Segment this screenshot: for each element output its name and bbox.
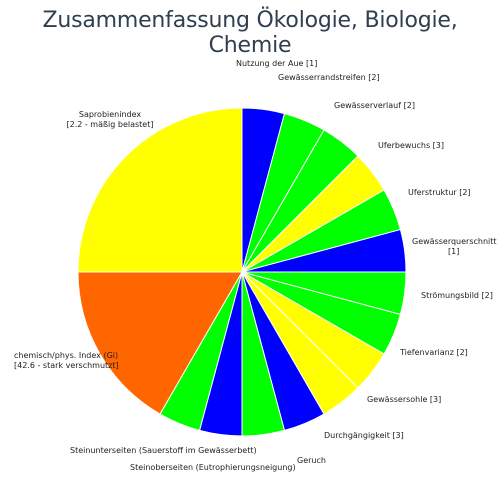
slice-label: chemisch/phys. Index (Gi) [42.6 - stark v… xyxy=(14,351,119,370)
chart-title: Zusammenfassung Ökologie, Biologie, Chem… xyxy=(42,8,458,58)
pie-slice[interactable] xyxy=(77,271,243,415)
pie-slice[interactable] xyxy=(77,107,243,273)
slice-label: Strömungsbild [2] xyxy=(421,291,493,300)
slice-label: Saprobienindex [2.2 - mäßig belastet] xyxy=(66,110,153,129)
slice-label: Uferbewuchs [3] xyxy=(378,141,444,150)
slice-label: Tiefenvarianz [2] xyxy=(399,348,468,357)
slice-label: Durchgängigkeit [3] xyxy=(324,431,404,440)
slice-label: Gewässersohle [3] xyxy=(367,395,441,404)
slice-label: Gewässerrandstreifen [2] xyxy=(278,73,380,82)
slice-label: Nutzung der Aue [1] xyxy=(236,59,317,68)
slice-label: Gewässerquerschnitt [1] xyxy=(412,237,497,256)
slice-label: Gewässerverlauf [2] xyxy=(334,101,415,110)
slice-label: Steinunterseiten (Sauerstoff im Gewässer… xyxy=(70,446,257,455)
slice-label: Steinoberseiten (Eutrophierungsneigung) xyxy=(130,463,296,472)
slice-label: Geruch xyxy=(297,456,326,465)
slice-label: Uferstruktur [2] xyxy=(408,188,471,197)
